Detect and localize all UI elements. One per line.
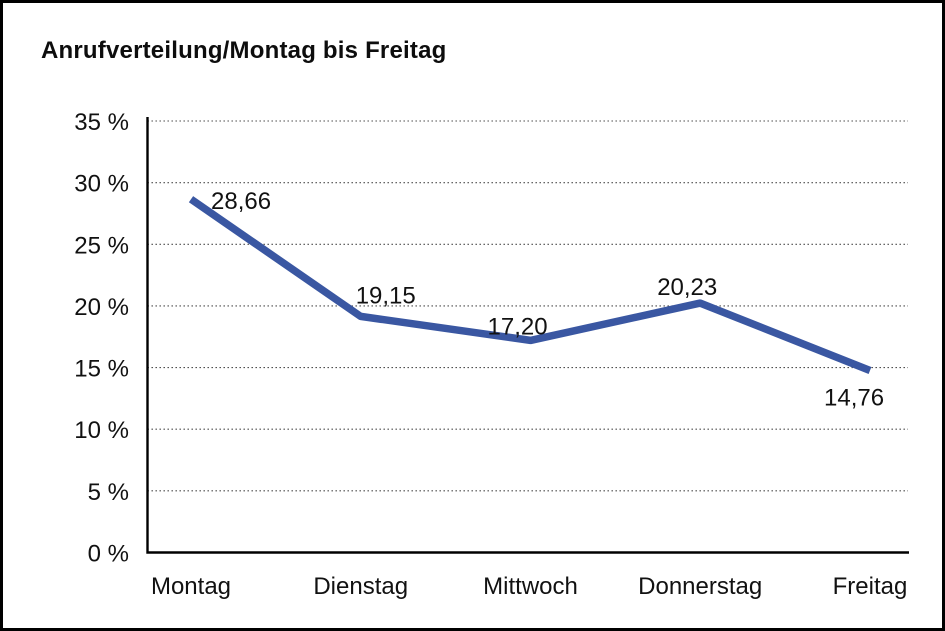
y-axis-tick-label: 25 % (74, 232, 129, 259)
y-axis-tick-label: 5 % (88, 479, 129, 506)
data-label: 28,66 (211, 188, 271, 215)
x-axis-category-label: Donnerstag (638, 573, 762, 600)
series-line (188, 196, 872, 374)
y-axis-tick-label: 35 % (74, 109, 129, 136)
line-chart: 35 % 30 % 25 % 20 % 15 % 10 % 5 % 0 % 28,66 19,15… (74, 109, 909, 600)
y-axis-tick-label: 0 % (88, 541, 129, 568)
x-axis-category-label: Mittwoch (483, 573, 578, 600)
data-label: 17,20 (488, 313, 548, 340)
y-axis-tick-label: 15 % (74, 356, 129, 383)
axis-lines (146, 117, 909, 554)
x-axis-category-label: Freitag (833, 573, 908, 600)
data-label: 20,23 (657, 274, 717, 301)
chart-title: Anrufverteilung/Montag bis Freitag (41, 37, 447, 64)
y-axis-tick-label: 30 % (74, 171, 129, 198)
data-label: 19,15 (356, 282, 416, 309)
x-axis-category-label: Montag (151, 573, 231, 600)
y-axis-tick-label: 20 % (74, 294, 129, 321)
data-label: 14,76 (824, 385, 884, 412)
x-axis-category-label: Dienstag (313, 573, 408, 600)
y-axis-tick-label: 10 % (74, 417, 129, 444)
